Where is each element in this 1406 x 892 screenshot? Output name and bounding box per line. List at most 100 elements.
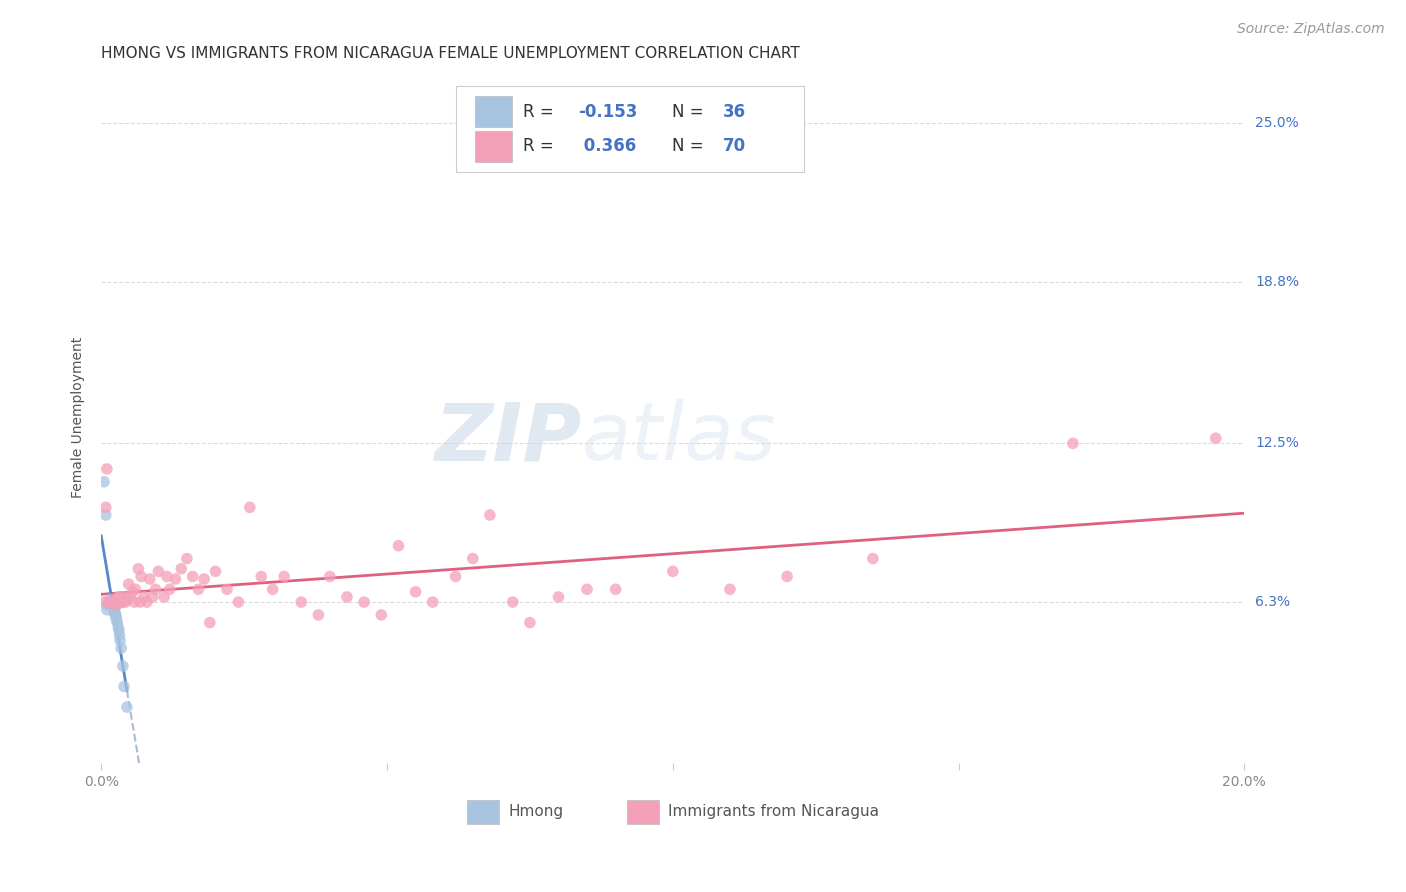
Point <box>100 595 122 609</box>
Point <box>124 582 146 597</box>
Point <box>96 462 118 476</box>
FancyBboxPatch shape <box>456 86 804 172</box>
Point <box>193 572 215 586</box>
Y-axis label: Female Unemployment: Female Unemployment <box>72 337 86 499</box>
Point <box>405 585 427 599</box>
Point <box>105 613 128 627</box>
Point <box>215 582 238 597</box>
Text: HMONG VS IMMIGRANTS FROM NICARAGUA FEMALE UNEMPLOYMENT CORRELATION CHART: HMONG VS IMMIGRANTS FROM NICARAGUA FEMAL… <box>101 46 800 62</box>
Point <box>101 598 124 612</box>
Point <box>101 595 124 609</box>
Point <box>98 598 121 612</box>
Point <box>422 595 444 609</box>
Point <box>547 590 569 604</box>
Point <box>1205 431 1227 445</box>
Point <box>121 585 143 599</box>
Point <box>502 595 524 609</box>
Point <box>103 605 125 619</box>
Text: N =: N = <box>672 103 703 120</box>
Point <box>105 610 128 624</box>
Point <box>111 659 134 673</box>
Point <box>148 565 170 579</box>
Point <box>104 607 127 622</box>
Point <box>98 595 121 609</box>
Point <box>93 595 115 609</box>
Text: 12.5%: 12.5% <box>1256 436 1299 450</box>
Text: Immigrants from Nicaragua: Immigrants from Nicaragua <box>668 805 879 819</box>
Point <box>165 572 187 586</box>
FancyBboxPatch shape <box>475 130 512 161</box>
Point <box>104 595 127 609</box>
Point <box>118 590 141 604</box>
Point <box>108 633 131 648</box>
Point <box>96 603 118 617</box>
Point <box>136 595 159 609</box>
Point <box>250 569 273 583</box>
Point <box>576 582 599 597</box>
Point <box>101 598 124 612</box>
Point <box>100 595 122 609</box>
Point <box>461 551 484 566</box>
Point <box>124 595 146 609</box>
Text: R =: R = <box>523 103 554 120</box>
Point <box>862 551 884 566</box>
Point <box>519 615 541 630</box>
Point <box>273 569 295 583</box>
Point <box>370 607 392 622</box>
Point <box>96 598 118 612</box>
Point <box>170 562 193 576</box>
Point <box>117 577 139 591</box>
Text: atlas: atlas <box>581 400 776 477</box>
Point <box>108 624 131 638</box>
Point <box>176 551 198 566</box>
Text: 6.3%: 6.3% <box>1256 595 1291 609</box>
Point <box>776 569 799 583</box>
Text: ZIP: ZIP <box>434 400 581 477</box>
Point <box>105 598 128 612</box>
Text: 70: 70 <box>723 137 747 155</box>
Point <box>187 582 209 597</box>
Point <box>103 600 125 615</box>
Point <box>104 607 127 622</box>
Point <box>101 598 124 612</box>
Point <box>127 562 149 576</box>
Point <box>107 621 129 635</box>
Point <box>204 565 226 579</box>
Point <box>239 500 262 515</box>
Point <box>478 508 501 522</box>
Point <box>108 590 131 604</box>
FancyBboxPatch shape <box>467 799 499 824</box>
Point <box>115 592 138 607</box>
Point <box>262 582 284 597</box>
Point <box>114 595 136 609</box>
Point <box>112 590 135 604</box>
Point <box>94 508 117 522</box>
Text: Hmong: Hmong <box>508 805 564 819</box>
Text: Source: ZipAtlas.com: Source: ZipAtlas.com <box>1237 22 1385 37</box>
Point <box>132 590 155 604</box>
Point <box>103 600 125 615</box>
Point <box>718 582 741 597</box>
Point <box>100 598 122 612</box>
Point <box>181 569 204 583</box>
Point <box>103 603 125 617</box>
Point <box>108 628 131 642</box>
Point <box>336 590 359 604</box>
Point <box>103 595 125 609</box>
Point <box>111 595 134 609</box>
Point <box>1062 436 1084 450</box>
Point <box>228 595 250 609</box>
Point <box>319 569 342 583</box>
Point <box>103 603 125 617</box>
Point <box>97 595 120 609</box>
Point <box>353 595 375 609</box>
Point <box>662 565 685 579</box>
Text: -0.153: -0.153 <box>578 103 637 120</box>
Point <box>153 590 176 604</box>
Point <box>159 582 181 597</box>
Text: 25.0%: 25.0% <box>1256 116 1299 130</box>
Point <box>142 590 165 604</box>
Point <box>110 641 132 656</box>
Point <box>98 595 121 609</box>
Text: N =: N = <box>672 137 703 155</box>
